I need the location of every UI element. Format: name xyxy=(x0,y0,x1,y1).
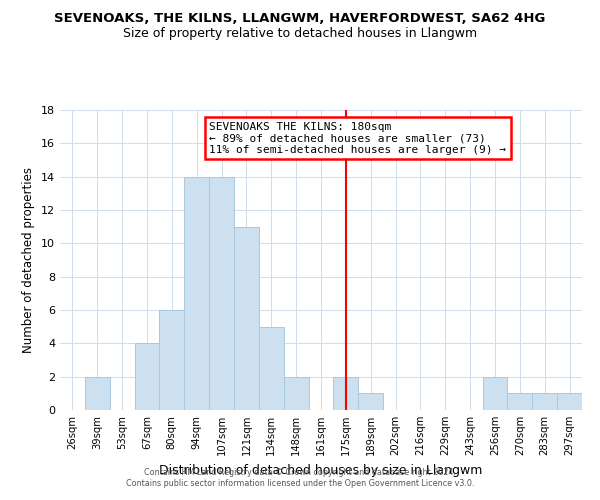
Text: Size of property relative to detached houses in Llangwm: Size of property relative to detached ho… xyxy=(123,28,477,40)
Text: Contains HM Land Registry data © Crown copyright and database right 2024.
Contai: Contains HM Land Registry data © Crown c… xyxy=(126,468,474,487)
Y-axis label: Number of detached properties: Number of detached properties xyxy=(22,167,35,353)
Text: SEVENOAKS THE KILNS: 180sqm
← 89% of detached houses are smaller (73)
11% of sem: SEVENOAKS THE KILNS: 180sqm ← 89% of det… xyxy=(209,122,506,155)
Bar xyxy=(358,394,383,410)
Bar xyxy=(508,394,532,410)
Bar xyxy=(557,394,582,410)
Text: SEVENOAKS, THE KILNS, LLANGWM, HAVERFORDWEST, SA62 4HG: SEVENOAKS, THE KILNS, LLANGWM, HAVERFORD… xyxy=(55,12,545,26)
Bar xyxy=(259,326,284,410)
Bar xyxy=(334,376,358,410)
Bar xyxy=(85,376,110,410)
Bar xyxy=(184,176,209,410)
Bar xyxy=(234,226,259,410)
Bar xyxy=(160,310,184,410)
Bar xyxy=(209,176,234,410)
Bar xyxy=(532,394,557,410)
Bar xyxy=(482,376,508,410)
X-axis label: Distribution of detached houses by size in Llangwm: Distribution of detached houses by size … xyxy=(160,464,482,476)
Bar xyxy=(134,344,160,410)
Bar xyxy=(284,376,308,410)
